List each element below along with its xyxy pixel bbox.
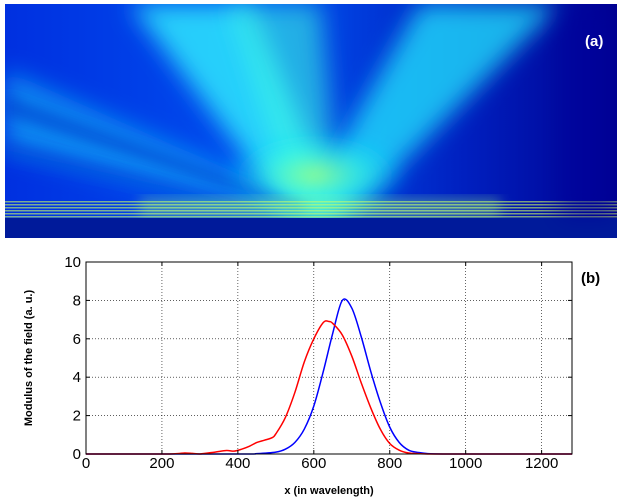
panel-a-intensity-map [5, 4, 617, 238]
plot-frame [85, 261, 573, 455]
right-dark-edge [560, 4, 617, 218]
focal-glow [220, 130, 410, 220]
axis-ticks [85, 261, 572, 455]
grid [86, 262, 572, 454]
x-tick-label: 200 [149, 455, 174, 472]
y-tick-labels: 0 2 4 6 8 10 [64, 254, 81, 463]
x-tick-labels: 0 200 400 600 800 1000 1200 [82, 455, 558, 472]
y-tick-label: 10 [64, 254, 81, 271]
series-layer [85, 298, 572, 455]
x-tick-label: 1000 [449, 455, 482, 472]
x-tick-label: 600 [301, 455, 326, 472]
panel-b-label: (b) [581, 270, 600, 287]
x-tick-label: 400 [225, 455, 250, 472]
substrate [5, 218, 617, 238]
panel-b-plot: 0 200 400 600 800 1000 1200 0 2 4 6 8 10 x (in wave… [23, 254, 600, 497]
series-line-2 [85, 320, 572, 455]
y-tick-label: 6 [73, 331, 81, 348]
y-axis-label: Modulus of the field (a. u.) [23, 290, 35, 427]
x-tick-label: 1200 [525, 455, 558, 472]
plot-area [86, 262, 572, 454]
y-tick-label: 4 [73, 369, 81, 386]
waveguide-band-glow [140, 198, 500, 218]
y-tick-label: 8 [73, 292, 81, 309]
y-tick-label: 0 [73, 446, 81, 463]
panel-a-label: (a) [585, 33, 603, 50]
x-axis-label: x (in wavelength) [284, 485, 374, 497]
beam-left-streak-2 [5, 140, 265, 210]
y-tick-label: 2 [73, 408, 81, 425]
x-tick-label: 800 [377, 455, 402, 472]
x-tick-label: 0 [82, 455, 90, 472]
